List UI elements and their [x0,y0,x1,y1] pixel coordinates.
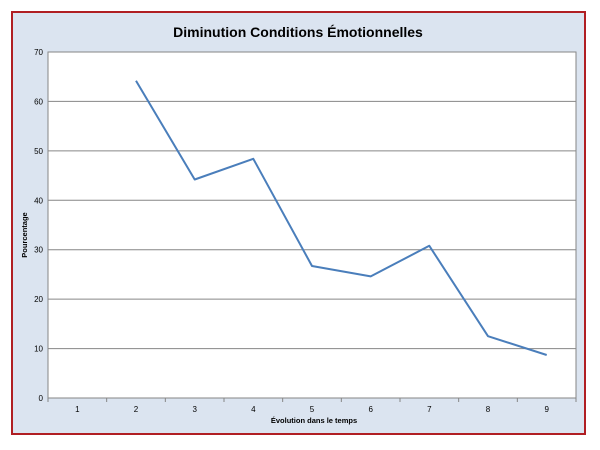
y-tick-label: 50 [34,147,43,156]
plot-area [47,51,577,399]
x-tick-label: 2 [134,405,139,414]
series-line [135,80,548,356]
x-tick-label: 6 [368,405,373,414]
y-tick-label: 30 [34,246,43,255]
x-tick-label: 7 [427,405,432,414]
x-tick-label: 8 [486,405,491,414]
x-tick-label: 9 [544,405,549,414]
x-tick-label: 4 [251,405,256,414]
x-tick-label: 5 [310,405,315,414]
x-axis-label: Évolution dans le temps [271,416,357,425]
y-tick-label: 20 [34,295,43,304]
y-tick-label: 10 [34,345,43,354]
y-axis-ticks: 0 10 20 30 40 50 60 70 [34,48,43,403]
chart-frame: Diminution Conditions Émotionnelles 0 10 2… [11,11,586,435]
x-axis-ticks: 1 2 3 4 5 6 7 8 9 [47,398,577,414]
y-tick-label: 70 [34,48,43,57]
series-layer [135,80,548,356]
y-tick-label: 40 [34,196,43,205]
x-tick-label: 3 [192,405,197,414]
gridlines [48,51,576,350]
x-tick-label: 1 [75,405,80,414]
y-tick-label: 60 [34,97,43,106]
y-tick-label: 0 [39,394,44,403]
y-axis-label: Pourcentage [20,212,29,257]
line-chart: Diminution Conditions Émotionnelles 0 10 2… [20,24,577,425]
chart-title: Diminution Conditions Émotionnelles [173,24,423,40]
